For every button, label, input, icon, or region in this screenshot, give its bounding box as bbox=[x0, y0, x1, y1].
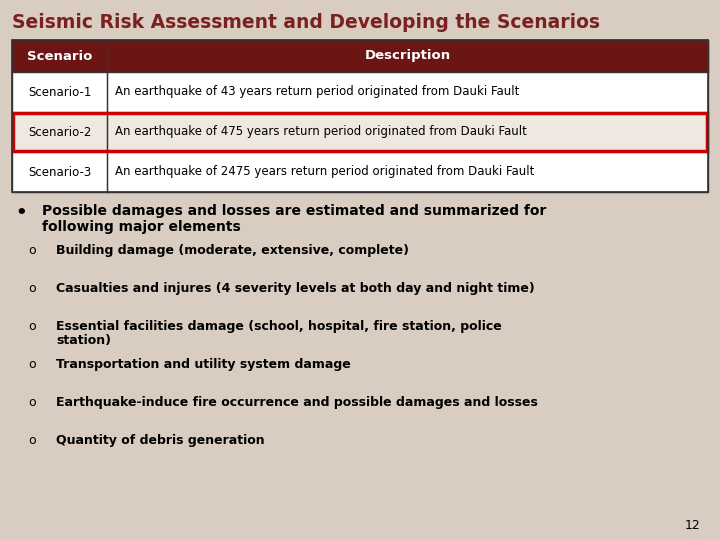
Text: Quantity of debris generation: Quantity of debris generation bbox=[56, 434, 265, 447]
Text: An earthquake of 2475 years return period originated from Dauki Fault: An earthquake of 2475 years return perio… bbox=[115, 165, 534, 179]
Bar bbox=[13, 113, 707, 151]
Text: Scenario-3: Scenario-3 bbox=[28, 165, 91, 179]
Text: Scenario-1: Scenario-1 bbox=[28, 85, 91, 98]
Text: o: o bbox=[28, 282, 36, 295]
Bar bbox=[12, 112, 708, 152]
Text: Casualties and injures (4 severity levels at both day and night time): Casualties and injures (4 severity level… bbox=[56, 282, 535, 295]
Text: •: • bbox=[15, 204, 27, 222]
Text: o: o bbox=[28, 244, 36, 257]
Text: Description: Description bbox=[364, 50, 451, 63]
Text: o: o bbox=[28, 396, 36, 409]
Text: Seismic Risk Assessment and Developing the Scenarios: Seismic Risk Assessment and Developing t… bbox=[12, 13, 600, 32]
Text: following major elements: following major elements bbox=[42, 220, 240, 234]
Text: o: o bbox=[28, 320, 36, 333]
Text: Essential facilities damage (school, hospital, fire station, police: Essential facilities damage (school, hos… bbox=[56, 320, 502, 333]
Bar bbox=[12, 40, 708, 192]
Text: Scenario: Scenario bbox=[27, 50, 92, 63]
Text: An earthquake of 43 years return period originated from Dauki Fault: An earthquake of 43 years return period … bbox=[115, 85, 519, 98]
Text: Possible damages and losses are estimated and summarized for: Possible damages and losses are estimate… bbox=[42, 204, 546, 218]
Text: Transportation and utility system damage: Transportation and utility system damage bbox=[56, 358, 351, 371]
Text: o: o bbox=[28, 434, 36, 447]
Text: station): station) bbox=[56, 334, 111, 347]
Text: Earthquake-induce fire occurrence and possible damages and losses: Earthquake-induce fire occurrence and po… bbox=[56, 396, 538, 409]
Text: 12: 12 bbox=[684, 519, 700, 532]
Text: An earthquake of 475 years return period originated from Dauki Fault: An earthquake of 475 years return period… bbox=[115, 125, 527, 138]
Bar bbox=[12, 40, 708, 192]
Text: o: o bbox=[28, 358, 36, 371]
Text: Scenario-2: Scenario-2 bbox=[28, 125, 91, 138]
Bar bbox=[12, 40, 708, 72]
Bar bbox=[12, 40, 708, 72]
Text: Building damage (moderate, extensive, complete): Building damage (moderate, extensive, co… bbox=[56, 244, 409, 257]
